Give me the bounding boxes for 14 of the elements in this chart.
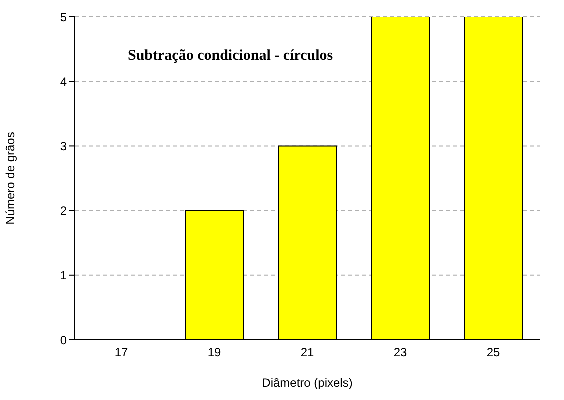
y-tick-label: 0 xyxy=(60,333,68,348)
x-tick-label: 21 xyxy=(300,346,314,360)
x-tick-label: 17 xyxy=(114,346,128,360)
x-tick-label: 25 xyxy=(486,346,500,360)
y-tick-label: 3 xyxy=(60,139,68,154)
x-tick-label: 23 xyxy=(394,346,408,360)
y-tick-label: 1 xyxy=(60,268,68,283)
x-axis-title: Diâmetro (pixels) xyxy=(262,376,353,390)
text: Subtração condicional - círculos xyxy=(128,48,334,65)
y-tick-label: 4 xyxy=(60,74,68,89)
x-tick-label: 19 xyxy=(208,346,222,360)
y-axis-title: Número de grãos xyxy=(3,132,18,225)
y-tick-label: 5 xyxy=(60,10,68,24)
y-tick-label: 2 xyxy=(60,204,68,218)
